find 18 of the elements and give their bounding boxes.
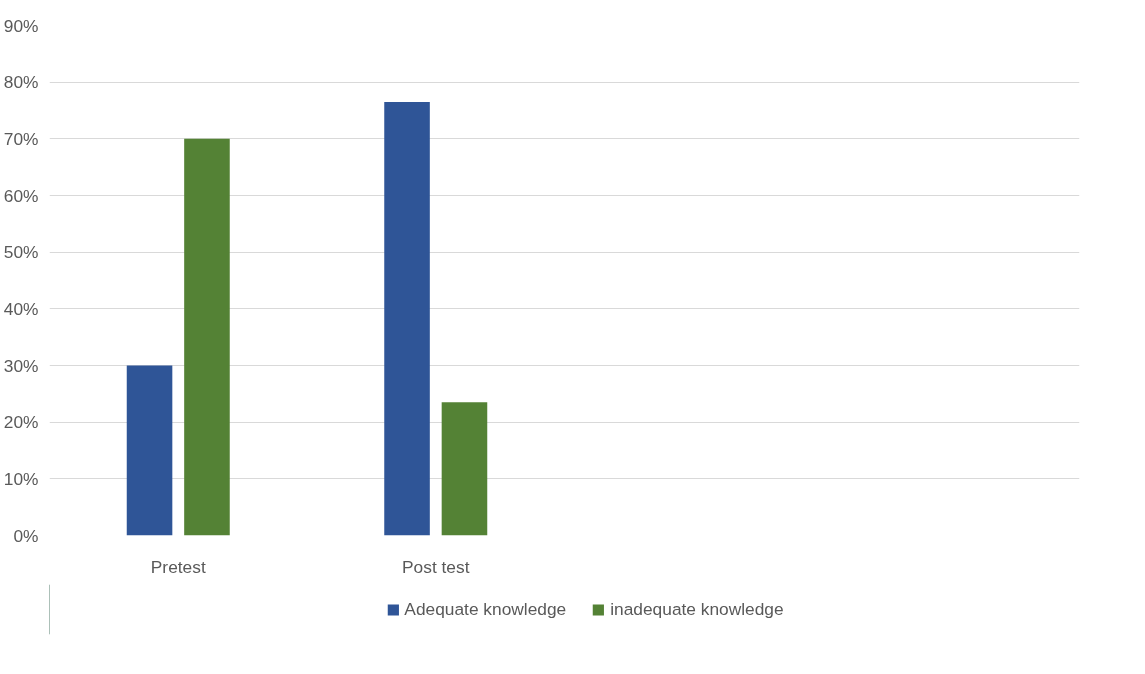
legend-label: Adequate knowledge — [404, 598, 567, 620]
y-tick-label: 90% — [3, 15, 39, 36]
y-tick-label: 30% — [3, 355, 39, 376]
y-tick-label: 50% — [3, 242, 39, 263]
y-tick-label: 60% — [3, 185, 39, 206]
bar — [126, 365, 173, 536]
y-tick-label: 80% — [3, 72, 39, 93]
y-tick-label: 20% — [3, 412, 39, 433]
bar — [384, 102, 430, 536]
y-tick-label: 0% — [13, 525, 39, 546]
bar — [441, 402, 488, 536]
bar — [184, 138, 230, 536]
legend-label: inadequate knowledge — [610, 598, 784, 620]
y-tick-label: 70% — [3, 128, 39, 149]
x-tick-label: Pretest — [150, 556, 206, 577]
y-tick-label: 40% — [3, 298, 39, 319]
x-tick-label: Post test — [402, 556, 470, 577]
y-tick-label: 10% — [3, 468, 39, 489]
